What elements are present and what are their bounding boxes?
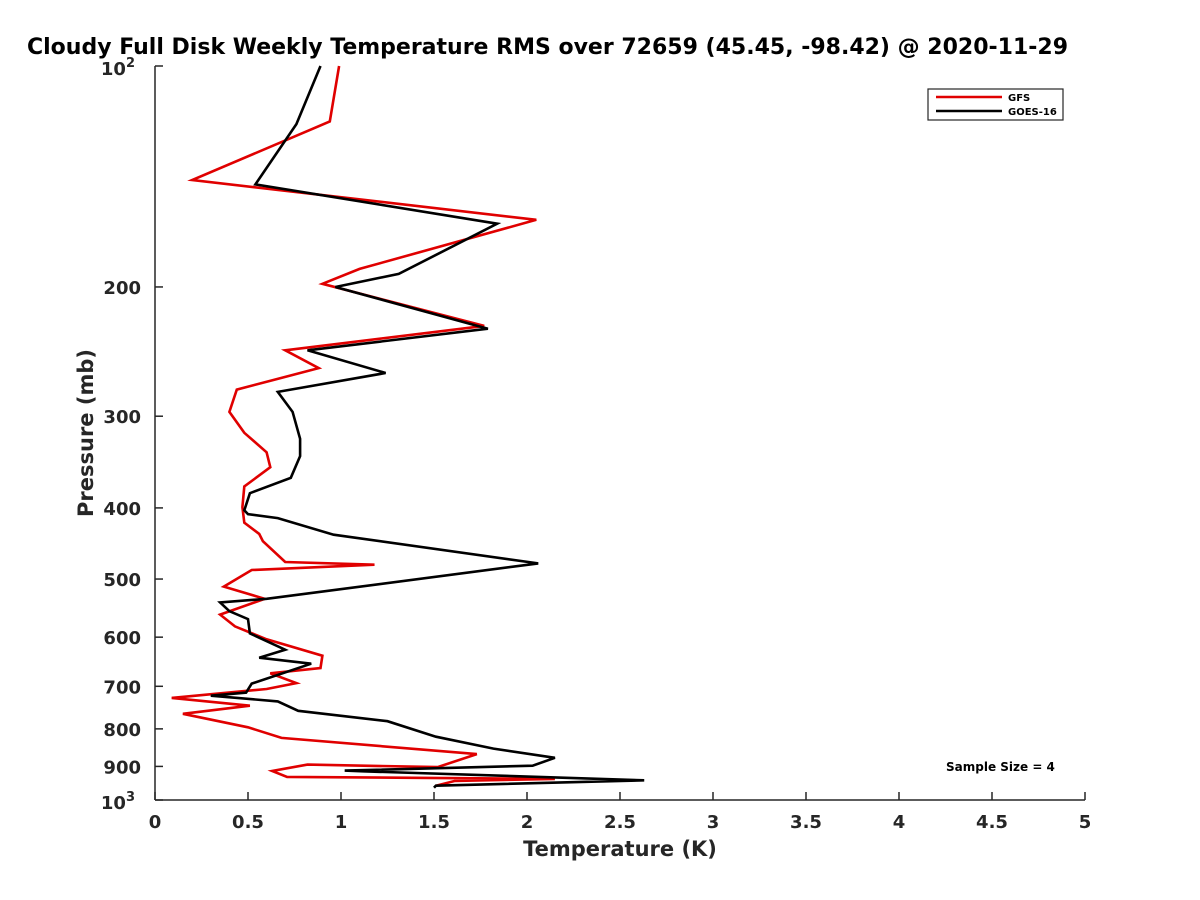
sample-size-annotation: Sample Size = 4 (946, 760, 1055, 774)
series-line-goes16 (210, 65, 645, 789)
y-tick-label: 103 (101, 790, 135, 814)
x-tick-label: 4 (893, 812, 906, 833)
legend: GFS GOES-16 (927, 88, 1064, 121)
x-tick-label: 1 (335, 812, 348, 833)
x-ticks: 0 0.5 1 1.5 2 2.5 3 3.5 4 4.5 5 (149, 792, 1092, 833)
x-tick-label: 0 (149, 812, 162, 833)
x-axis-label: Temperature (K) (523, 837, 717, 861)
y-tick-label: 500 (103, 570, 141, 591)
x-tick-label: 2 (521, 812, 534, 833)
x-tick-label: 4.5 (976, 812, 1008, 833)
y-tick-label: 700 (103, 677, 141, 698)
chart-title: Cloudy Full Disk Weekly Temperature RMS … (27, 35, 1068, 60)
plot-area (171, 65, 645, 789)
x-tick-label: 2.5 (604, 812, 636, 833)
legend-box (927, 88, 1064, 121)
y-axis-label: Pressure (mb) (74, 349, 98, 517)
y-tick-label: 300 (103, 407, 141, 428)
axes (154, 66, 1085, 801)
y-tick-label: 102 (101, 56, 135, 80)
x-tick-label: 3.5 (790, 812, 822, 833)
y-tick-label: 400 (103, 499, 141, 520)
x-tick-label: 1.5 (418, 812, 450, 833)
y-tick-label: 900 (103, 757, 141, 778)
y-ticks: 102 200 300 400 500 600 700 800 900 103 (101, 56, 163, 814)
legend-label-goes16: GOES-16 (1008, 107, 1057, 118)
x-tick-label: 0.5 (232, 812, 264, 833)
x-tick-label: 3 (707, 812, 720, 833)
x-tick-label: 5 (1079, 812, 1092, 833)
series-line-gfs (171, 65, 555, 787)
y-tick-label: 600 (103, 628, 141, 649)
legend-label-gfs: GFS (1008, 93, 1030, 104)
y-tick-label: 800 (103, 720, 141, 741)
y-tick-label: 200 (103, 278, 141, 299)
